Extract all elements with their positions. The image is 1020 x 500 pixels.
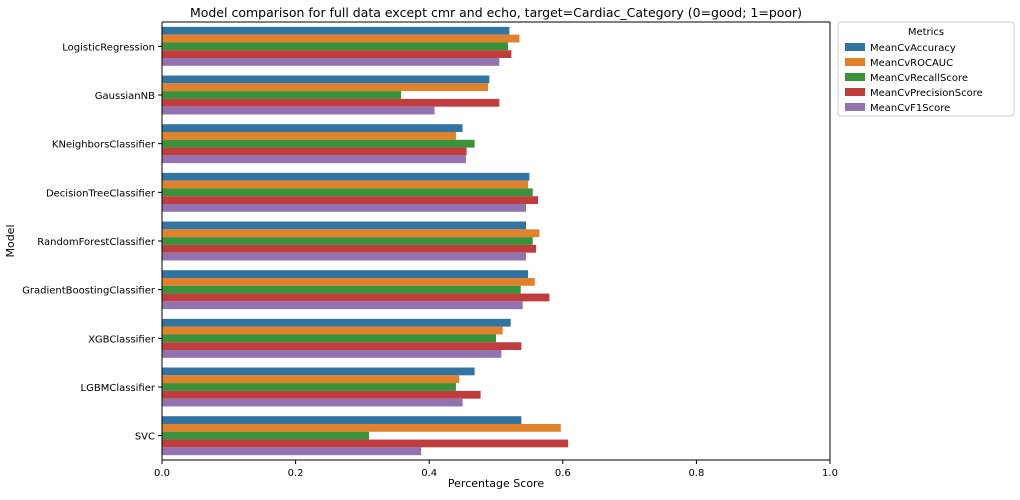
bar-XGBClassifier-MeanCvPrecisionScore: [162, 342, 522, 351]
y-tick-label: KNeighborsClassifier: [52, 140, 156, 151]
bar-SVC-MeanCvROCAUC: [162, 423, 561, 432]
bar-DecisionTreeClassifier-MeanCvAccuracy: [162, 172, 530, 181]
y-tick-label: GaussianNB: [95, 91, 155, 102]
bar-LogisticRegression-MeanCvPrecisionScore: [162, 50, 512, 59]
y-tick-label: GradientBoostingClassifier: [22, 286, 156, 297]
y-tick-label: RandomForestClassifier: [37, 237, 156, 248]
bar-LogisticRegression-MeanCvF1Score: [162, 58, 500, 66]
bar-DecisionTreeClassifier-MeanCvPrecisionScore: [162, 196, 539, 205]
bar-GradientBoostingClassifier-MeanCvAccuracy: [162, 270, 529, 278]
legend-swatch-MeanCvROCAUC: [845, 58, 865, 66]
bar-SVC-MeanCvPrecisionScore: [162, 439, 569, 448]
legend-label-MeanCvPrecisionScore: MeanCvPrecisionScore: [870, 88, 983, 99]
bar-DecisionTreeClassifier-MeanCvRecallScore: [162, 188, 533, 197]
x-tick-label: 1.0: [822, 468, 838, 479]
x-tick-label: 0.8: [688, 468, 704, 479]
legend-label-MeanCvRecallScore: MeanCvRecallScore: [870, 73, 968, 84]
x-tick-label: 0.0: [154, 468, 170, 479]
legend-label-MeanCvF1Score: MeanCvF1Score: [870, 103, 950, 114]
bar-DecisionTreeClassifier-MeanCvROCAUC: [162, 180, 529, 189]
bar-RandomForestClassifier-MeanCvPrecisionScore: [162, 244, 537, 253]
bar-GradientBoostingClassifier-MeanCvPrecisionScore: [162, 293, 550, 302]
bar-KNeighborsClassifier-MeanCvAccuracy: [162, 124, 463, 132]
bar-DecisionTreeClassifier-MeanCvF1Score: [162, 204, 527, 212]
legend-swatch-MeanCvAccuracy: [845, 43, 865, 51]
bar-KNeighborsClassifier-MeanCvF1Score: [162, 155, 466, 164]
bar-RandomForestClassifier-MeanCvRecallScore: [162, 237, 533, 245]
legend-swatch-MeanCvPrecisionScore: [845, 88, 865, 96]
x-tick-label: 0.2: [288, 468, 304, 479]
bars-group: [162, 26, 569, 456]
bar-LGBMClassifier-MeanCvRecallScore: [162, 383, 456, 391]
bar-GradientBoostingClassifier-MeanCvROCAUC: [162, 277, 535, 286]
legend-title: Metrics: [908, 27, 944, 38]
bar-SVC-MeanCvF1Score: [162, 447, 422, 456]
bar-XGBClassifier-MeanCvRecallScore: [162, 334, 496, 343]
bar-RandomForestClassifier-MeanCvROCAUC: [162, 229, 540, 238]
bar-GaussianNB-MeanCvF1Score: [162, 106, 435, 115]
bar-LogisticRegression-MeanCvAccuracy: [162, 26, 510, 35]
x-tick-label: 0.6: [555, 468, 571, 479]
legend-frame: [837, 21, 1015, 117]
bar-GaussianNB-MeanCvRecallScore: [162, 91, 402, 99]
bar-RandomForestClassifier-MeanCvF1Score: [162, 252, 527, 261]
y-tick-label: DecisionTreeClassifier: [46, 188, 156, 199]
bar-GaussianNB-MeanCvPrecisionScore: [162, 98, 500, 107]
bar-LogisticRegression-MeanCvROCAUC: [162, 34, 520, 43]
bar-GaussianNB-MeanCvROCAUC: [162, 83, 488, 92]
legend: Metrics MeanCvAccuracy MeanCvROCAUC MeanCv…: [837, 21, 1015, 117]
chart-title: Model comparison for full data except cm…: [190, 5, 802, 20]
bar-LGBMClassifier-MeanCvF1Score: [162, 398, 463, 407]
bar-XGBClassifier-MeanCvAccuracy: [162, 318, 511, 327]
y-axis-label: Model: [4, 224, 17, 257]
bar-LGBMClassifier-MeanCvPrecisionScore: [162, 390, 481, 399]
axes-group: 0.0 0.2 0.4 0.6 0.8 1.0 LogisticRegression Gaus…: [22, 21, 838, 479]
y-tick-label: LGBMClassifier: [81, 383, 156, 394]
legend-label-MeanCvROCAUC: MeanCvROCAUC: [870, 58, 953, 69]
bar-KNeighborsClassifier-MeanCvPrecisionScore: [162, 147, 467, 156]
bar-RandomForestClassifier-MeanCvAccuracy: [162, 221, 527, 230]
x-axis-label: Percentage Score: [448, 477, 544, 490]
bar-GaussianNB-MeanCvAccuracy: [162, 75, 490, 84]
y-tick-label: SVC: [135, 432, 155, 443]
bar-SVC-MeanCvAccuracy: [162, 416, 522, 424]
bar-GradientBoostingClassifier-MeanCvF1Score: [162, 301, 523, 310]
y-tick-label: XGBClassifier: [88, 334, 156, 345]
bar-LGBMClassifier-MeanCvROCAUC: [162, 375, 460, 384]
y-tick-label: LogisticRegression: [62, 42, 155, 53]
bar-GradientBoostingClassifier-MeanCvRecallScore: [162, 285, 521, 294]
bar-KNeighborsClassifier-MeanCvROCAUC: [162, 131, 456, 140]
bar-LGBMClassifier-MeanCvAccuracy: [162, 367, 475, 376]
bar-XGBClassifier-MeanCvF1Score: [162, 350, 502, 358]
legend-label-MeanCvAccuracy: MeanCvAccuracy: [870, 43, 956, 54]
bar-KNeighborsClassifier-MeanCvRecallScore: [162, 139, 475, 148]
bar-LogisticRegression-MeanCvRecallScore: [162, 42, 509, 51]
legend-swatch-MeanCvRecallScore: [845, 73, 865, 81]
bar-SVC-MeanCvRecallScore: [162, 431, 370, 440]
legend-swatch-MeanCvF1Score: [845, 103, 865, 111]
bar-XGBClassifier-MeanCvROCAUC: [162, 326, 503, 335]
x-tick-label: 0.4: [421, 468, 437, 479]
